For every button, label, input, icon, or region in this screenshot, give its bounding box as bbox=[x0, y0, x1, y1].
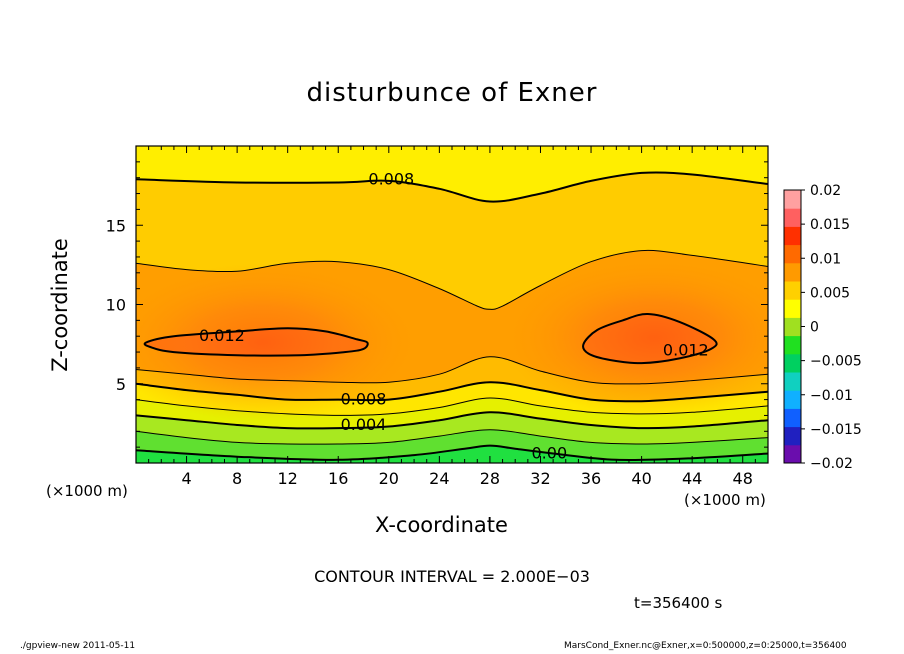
colorbar-swatch-3 bbox=[784, 408, 801, 428]
x-axis-ticks: 4 8 12 16 20 24 28 32 36 40 44 48 bbox=[148, 146, 756, 488]
colorbar-label-4: 0.005 bbox=[810, 285, 850, 301]
colorbar-swatch-12 bbox=[784, 244, 801, 264]
contour-line-7 bbox=[136, 429, 768, 445]
colorbar-label-8: −0.015 bbox=[810, 422, 862, 438]
x-tick-label-44: 44 bbox=[682, 469, 702, 488]
contour-line-9 bbox=[143, 327, 369, 357]
x-tick-label-8: 8 bbox=[232, 469, 242, 488]
x-tick-label-12: 12 bbox=[278, 469, 298, 488]
colorbar-label-6: −0.005 bbox=[810, 354, 862, 370]
contour-label-2: 0.012 bbox=[199, 326, 245, 345]
contour-labels: 0.008 0.012 0.012 0.008 0.004 0.00 bbox=[199, 169, 709, 462]
colorbar-swatch-1 bbox=[784, 444, 801, 464]
x-axis-label: X-coordinate bbox=[375, 513, 508, 537]
colorbar-swatch-10 bbox=[784, 281, 801, 300]
halo-right bbox=[502, 258, 768, 418]
contour-label-4: 0.008 bbox=[341, 390, 387, 409]
colorbar-label-1: 0.02 bbox=[810, 183, 841, 199]
x-tick-label-48: 48 bbox=[733, 469, 753, 488]
contour-label-3: 0.012 bbox=[663, 340, 709, 359]
contour-interval-text: CONTOUR INTERVAL = 2.000E−03 bbox=[314, 567, 590, 586]
colorbar-label-5: 0 bbox=[810, 320, 819, 336]
x-tick-label-36: 36 bbox=[581, 469, 601, 488]
colorbar-swatch-9 bbox=[784, 299, 801, 318]
contour-line-8 bbox=[136, 444, 768, 462]
x-axis-unit-left: (×1000 m) bbox=[46, 482, 128, 500]
colorbar-swatch-2 bbox=[784, 426, 801, 446]
colorbar-label-7: −0.01 bbox=[810, 388, 853, 404]
colorbar-swatch-11 bbox=[784, 262, 801, 282]
x-tick-label-28: 28 bbox=[480, 469, 500, 488]
band-lower-3 bbox=[136, 397, 768, 429]
band-bottom bbox=[136, 445, 768, 463]
footer-left-text: ./gpview-new 2011-05-11 bbox=[20, 641, 136, 651]
contour-line-1 bbox=[136, 171, 768, 203]
y-tick-label-5: 5 bbox=[116, 375, 126, 394]
colorbar-swatch-13 bbox=[784, 226, 801, 246]
band-lower-4 bbox=[136, 412, 768, 445]
colorbar-label-3: 0.01 bbox=[810, 251, 841, 267]
contour-line-3 bbox=[136, 356, 768, 385]
band-upper bbox=[136, 172, 768, 310]
colorbar-label-2: 0.015 bbox=[810, 217, 850, 233]
x-tick-label-24: 24 bbox=[429, 469, 449, 488]
x-tick-label-20: 20 bbox=[379, 469, 399, 488]
y-axis-ticks: 5 10 15 bbox=[106, 161, 768, 448]
contour-line-4 bbox=[136, 381, 768, 403]
contour-line-2 bbox=[136, 249, 768, 310]
contour-label-5: 0.004 bbox=[341, 415, 387, 434]
x-axis-unit-right: (×1000 m) bbox=[684, 491, 766, 509]
contour-line-5 bbox=[136, 397, 768, 416]
colorbar-swatch-5 bbox=[784, 372, 801, 391]
y-tick-label-15: 15 bbox=[106, 216, 126, 235]
colorbar-swatch-4 bbox=[784, 390, 801, 409]
chart-title: disturbunce of Exner bbox=[306, 78, 598, 108]
contour-lines bbox=[136, 171, 768, 462]
colorbar-swatch-7 bbox=[784, 335, 801, 355]
contour-line-6 bbox=[136, 411, 768, 430]
band-top bbox=[136, 146, 768, 202]
colorbar-swatch-14 bbox=[784, 208, 801, 227]
colorbar-swatch-6 bbox=[784, 353, 801, 373]
colorbar: 0.02 0.015 0.01 0.005 0 −0.005 −0.01 −0.015 −0.0… bbox=[783, 183, 862, 472]
contour-line-10 bbox=[582, 312, 718, 365]
colorbar-swatch-8 bbox=[784, 317, 801, 337]
x-tick-label-4: 4 bbox=[181, 469, 191, 488]
contour-label-6: 0.00 bbox=[532, 443, 568, 462]
time-label: t=356400 s bbox=[634, 594, 723, 612]
heatmap-field bbox=[136, 146, 768, 463]
colorbar-swatch-15 bbox=[784, 190, 801, 209]
x-tick-label-40: 40 bbox=[631, 469, 651, 488]
y-tick-label-10: 10 bbox=[106, 296, 126, 315]
footer-right-text: MarsCond_Exner.nc@Exner,x=0:500000,z=0:2… bbox=[564, 641, 847, 651]
x-tick-label-32: 32 bbox=[530, 469, 550, 488]
colorbar-label-9: −0.02 bbox=[810, 456, 853, 472]
contour-label-1: 0.008 bbox=[368, 169, 414, 188]
x-tick-label-16: 16 bbox=[328, 469, 348, 488]
band-lower-5 bbox=[136, 429, 768, 461]
